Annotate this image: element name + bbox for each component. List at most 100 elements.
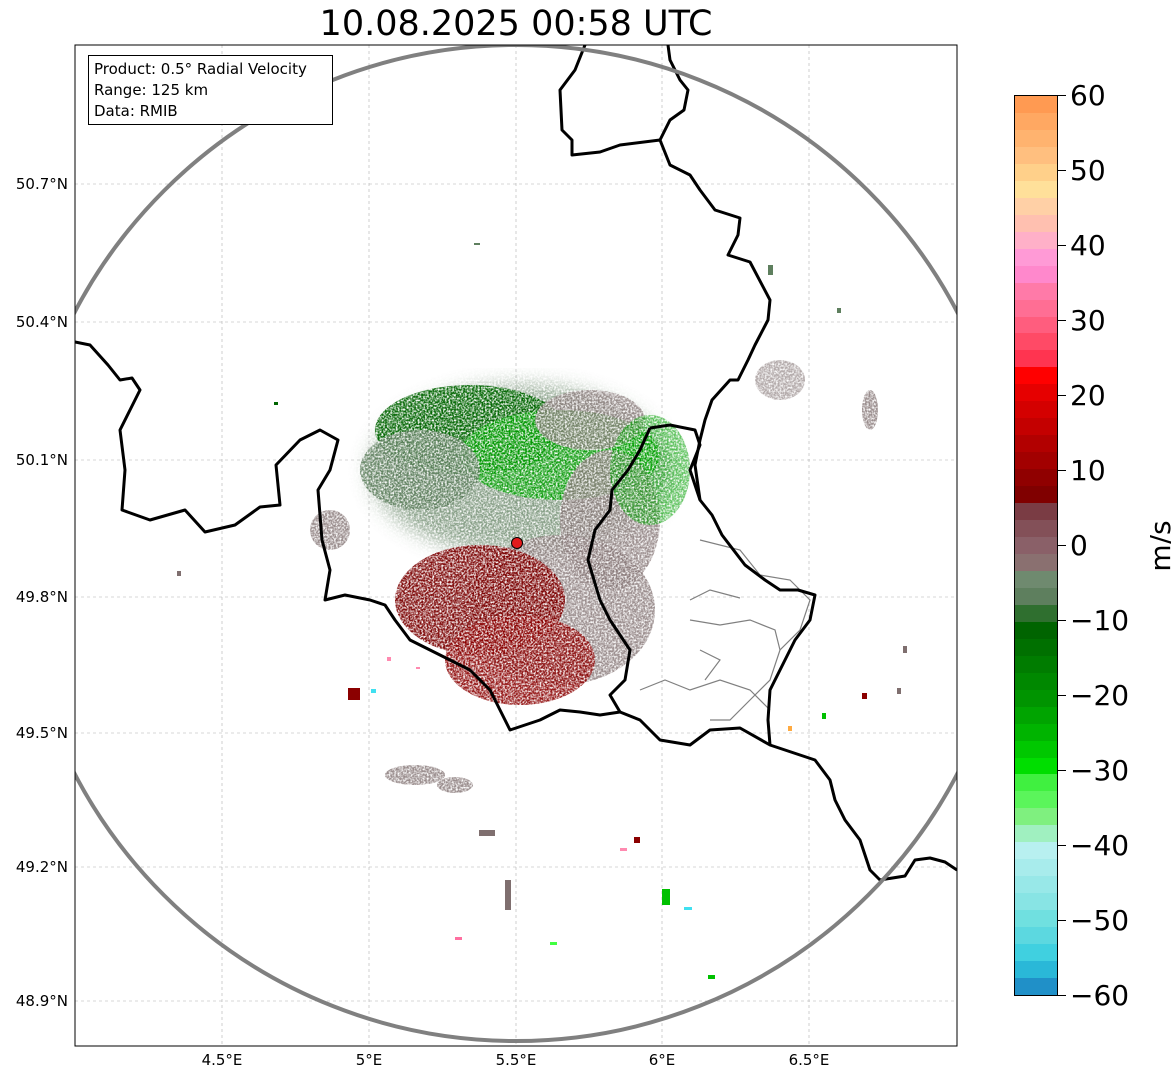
colorbar-band — [1015, 214, 1057, 235]
colorbar-label: 20 — [1070, 379, 1106, 412]
colorbar-band — [1015, 112, 1057, 133]
colorbar-band — [1015, 435, 1057, 455]
colorbar-band — [1015, 452, 1057, 472]
lat-tick-label: 50.1°N — [15, 451, 68, 469]
colorbar-band — [1015, 129, 1057, 150]
colorbar-band — [1015, 587, 1057, 608]
province-borders — [639, 539, 811, 721]
colorbar-band — [1015, 706, 1057, 727]
colorbar-tick — [1058, 920, 1066, 921]
colorbar-band — [1015, 163, 1057, 184]
colorbar-label: −60 — [1070, 979, 1130, 1012]
national-borders — [75, 45, 957, 882]
colorbar-tick — [1058, 320, 1066, 321]
colorbar-label: −10 — [1070, 604, 1130, 637]
colorbar-band — [1015, 469, 1057, 489]
colorbar-tick — [1058, 170, 1066, 171]
colorbar-band — [1015, 570, 1057, 591]
colorbar-band — [1015, 282, 1057, 303]
colorbar-band — [1015, 621, 1057, 642]
colorbar-band — [1015, 604, 1057, 625]
colorbar-label: 40 — [1070, 229, 1106, 262]
colorbar-band — [1015, 265, 1057, 286]
colorbar-band — [1015, 740, 1057, 761]
colorbar-band — [1015, 876, 1057, 896]
colorbar-band — [1015, 723, 1057, 744]
colorbar-band — [1015, 961, 1057, 981]
colorbar-tick — [1058, 620, 1066, 621]
colorbar-band — [1015, 401, 1057, 421]
colorbar-band — [1015, 689, 1057, 710]
colorbar-band — [1015, 655, 1057, 676]
colorbar-label: −30 — [1070, 754, 1130, 787]
colorbar-tick — [1058, 245, 1066, 246]
colorbar-band — [1015, 486, 1057, 506]
lon-tick-label: 6°E — [648, 1051, 676, 1069]
colorbar-tick — [1058, 470, 1066, 471]
colorbar-band — [1015, 672, 1057, 693]
product-line: Product: 0.5° Radial Velocity — [94, 60, 307, 78]
range-line: Range: 125 km — [94, 81, 209, 99]
colorbar-label: 30 — [1070, 304, 1106, 337]
colorbar-band — [1015, 553, 1057, 574]
colorbar-label: 50 — [1070, 154, 1106, 187]
chart-title: 10.08.2025 00:58 UTC — [319, 4, 713, 44]
colorbar-band — [1015, 842, 1057, 862]
colorbar-tick — [1058, 845, 1066, 846]
lat-tick-label: 49.2°N — [15, 858, 68, 876]
colorbar-band — [1015, 910, 1057, 930]
colorbar-band — [1015, 316, 1057, 337]
colorbar-band — [1015, 825, 1057, 846]
colorbar-band — [1015, 893, 1057, 913]
colorbar-band — [1015, 757, 1057, 778]
colorbar-band — [1015, 299, 1057, 320]
colorbar-label: 60 — [1070, 79, 1106, 112]
radar-site-marker — [511, 537, 523, 549]
colorbar-band — [1015, 638, 1057, 659]
lon-tick-label: 6.5°E — [788, 1051, 830, 1069]
lat-tick-label: 49.5°N — [15, 724, 68, 742]
echo-fragments — [177, 243, 907, 979]
colorbar-tick — [1058, 545, 1066, 546]
lon-tick-label: 5.5°E — [495, 1051, 537, 1069]
colorbar-band — [1015, 520, 1057, 540]
colorbar-band — [1015, 384, 1057, 404]
colorbar-band — [1015, 537, 1057, 557]
colorbar-band — [1015, 197, 1057, 218]
colorbar-tick — [1058, 770, 1066, 771]
colorbar-band — [1015, 859, 1057, 879]
colorbar-band — [1015, 96, 1057, 116]
lat-tick-label: 50.4°N — [15, 313, 68, 331]
colorbar-band — [1015, 927, 1057, 947]
lon-tick-label: 4.5°E — [201, 1051, 243, 1069]
colorbar-band — [1015, 418, 1057, 438]
colorbar-band — [1015, 146, 1057, 167]
colorbar-tick — [1058, 95, 1066, 96]
colorbar-band — [1015, 808, 1057, 829]
colorbar-tick — [1058, 695, 1066, 696]
colorbar-label: 0 — [1070, 529, 1088, 562]
colorbar-band — [1015, 350, 1057, 371]
colorbar-band — [1015, 944, 1057, 964]
data-source-line: Data: RMIB — [94, 102, 178, 120]
colorbar-unit-label: m/s — [1144, 520, 1171, 572]
colorbar-label: 10 — [1070, 454, 1106, 487]
colorbar-band — [1015, 791, 1057, 812]
colorbar-band — [1015, 248, 1057, 269]
colorbar-band — [1015, 180, 1057, 201]
colorbar-label: −50 — [1070, 904, 1130, 937]
colorbar-band — [1015, 978, 1057, 995]
product-info-box: Product: 0.5° Radial Velocity Range: 125… — [88, 55, 333, 125]
velocity-colorbar — [1014, 95, 1058, 996]
colorbar-band — [1015, 231, 1057, 252]
colorbar-tick — [1058, 395, 1066, 396]
lon-tick-label: 5°E — [355, 1051, 383, 1069]
colorbar-band — [1015, 503, 1057, 523]
range-ring — [75, 45, 957, 1043]
colorbar-band — [1015, 367, 1057, 388]
lat-tick-label: 50.7°N — [15, 175, 68, 193]
colorbar-label: −20 — [1070, 679, 1130, 712]
colorbar-band — [1015, 333, 1057, 354]
colorbar-band — [1015, 774, 1057, 795]
